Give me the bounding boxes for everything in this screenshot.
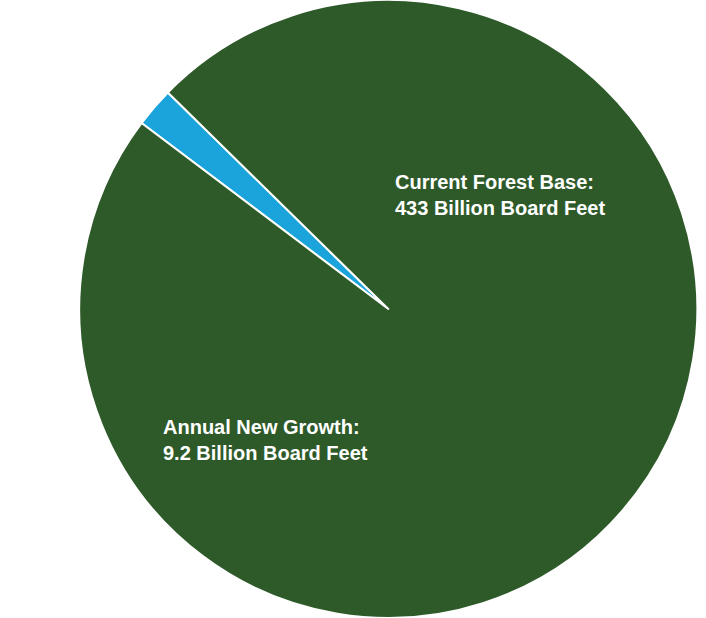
svg-text:Current Forest Base:433 Billio: Current Forest Base:433 Billion Board Fe… <box>395 171 605 219</box>
svg-text:Annual New Growth:9.2 Billion: Annual New Growth:9.2 Billion Board Feet <box>163 416 368 464</box>
